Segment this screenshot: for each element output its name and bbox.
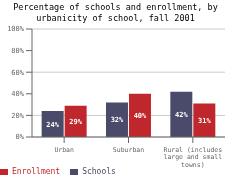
html-text:Percentage of schools and enro: Percentage of schools and enrollment, by… <box>13 2 218 23</box>
svg-text:60%: 60% <box>11 69 24 77</box>
svg-text:Suburban: Suburban <box>113 146 144 154</box>
svg-text:31%: 31% <box>198 117 211 125</box>
svg-text:40%: 40% <box>134 112 147 120</box>
svg-text:80%: 80% <box>11 47 24 55</box>
svg-text:42%: 42% <box>175 111 188 119</box>
svg-text:20%: 20% <box>11 112 24 120</box>
svg-text:100%: 100% <box>8 25 25 33</box>
html-text:Schools: Schools <box>82 167 116 176</box>
svg-text:Rural (includeslarge and small: Rural (includeslarge and smalltowns) <box>163 146 222 169</box>
svg-text:Urban: Urban <box>54 146 74 154</box>
svg-text:29%: 29% <box>69 118 82 126</box>
svg-text:0%: 0% <box>16 133 25 141</box>
svg-text:32%: 32% <box>111 116 124 124</box>
svg-text:40%: 40% <box>11 90 24 98</box>
svg-text:24%: 24% <box>46 121 59 129</box>
html-text:Enrollment: Enrollment <box>12 167 61 176</box>
